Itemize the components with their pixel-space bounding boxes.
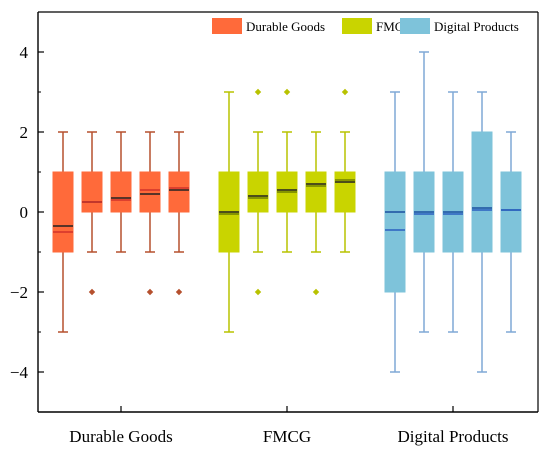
outlier-point: [146, 288, 154, 296]
box: [110, 171, 132, 213]
x-category-label: Durable Goods: [69, 427, 172, 446]
box: [305, 171, 327, 213]
box: [384, 171, 406, 293]
box: [247, 171, 269, 213]
outlier-point: [341, 88, 349, 96]
outlier-point: [283, 88, 291, 96]
box: [500, 171, 522, 253]
outlier-point: [175, 288, 183, 296]
y-tick-label: 4: [20, 43, 29, 62]
box: [52, 171, 74, 253]
box: [81, 171, 103, 213]
y-tick-label: −4: [10, 363, 29, 382]
outlier-point: [312, 288, 320, 296]
outlier-point: [254, 88, 262, 96]
box: [168, 171, 190, 213]
legend-label: Digital Products: [434, 19, 519, 34]
outlier-point: [254, 288, 262, 296]
legend-swatch: [342, 18, 372, 34]
x-category-label: Digital Products: [398, 427, 509, 446]
box: [334, 171, 356, 213]
box: [471, 131, 493, 253]
box: [139, 171, 161, 213]
outlier-point: [88, 288, 96, 296]
y-tick-label: 0: [20, 203, 29, 222]
legend-swatch: [400, 18, 430, 34]
y-tick-label: −2: [10, 283, 28, 302]
x-category-label: FMCG: [263, 427, 311, 446]
y-tick-label: 2: [20, 123, 29, 142]
legend-label: Durable Goods: [246, 19, 325, 34]
legend-swatch: [212, 18, 242, 34]
